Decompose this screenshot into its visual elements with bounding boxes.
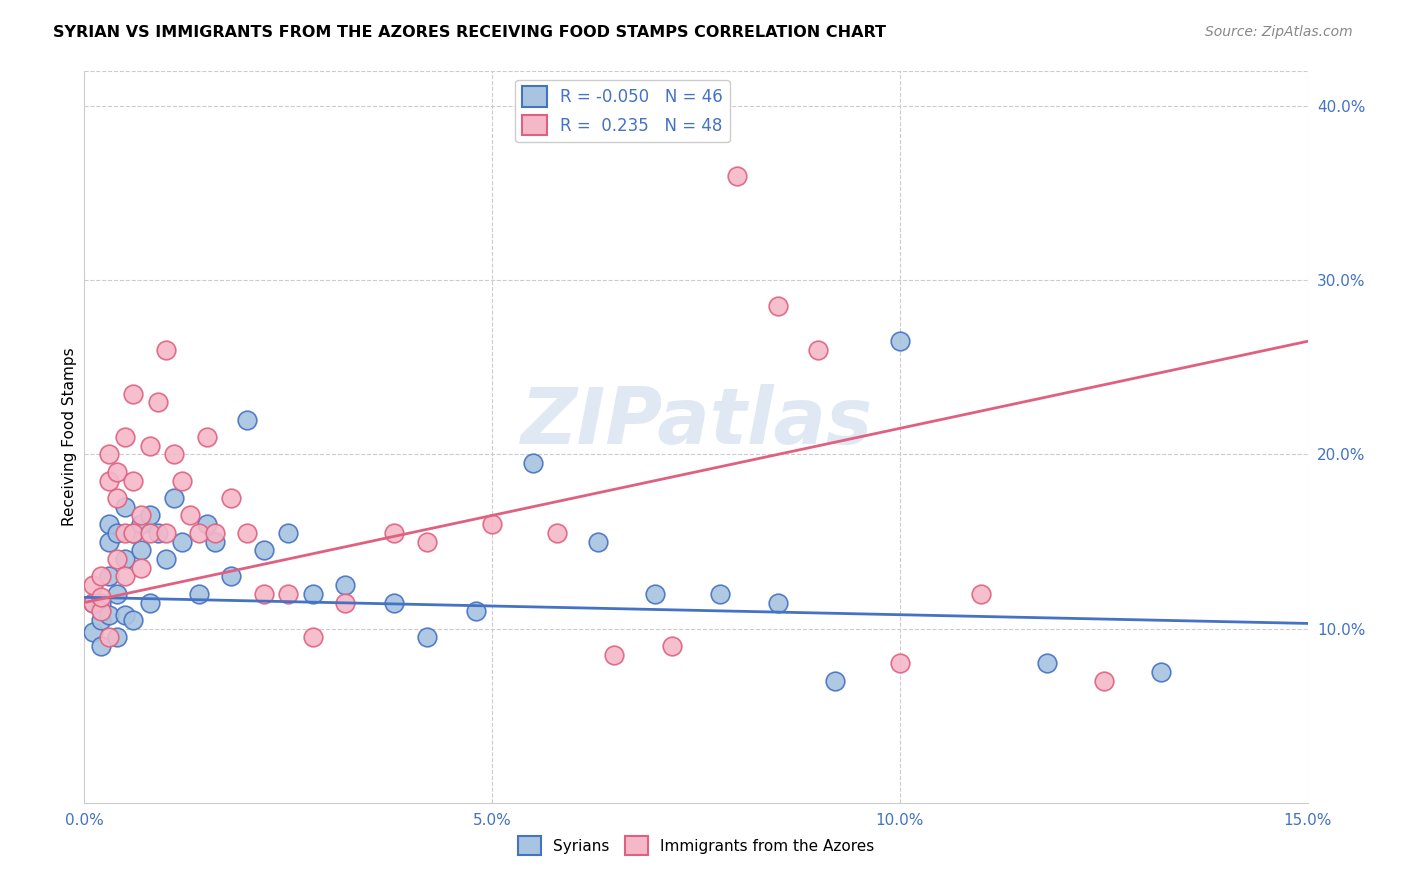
Point [122,474,145,488]
Point [105,631,128,645]
Point [105,587,128,601]
Point [114,569,136,583]
Point [114,500,136,514]
Point [97,448,120,462]
Point [155,525,177,540]
Point [546,525,568,540]
Point [163,491,186,505]
Point [644,587,666,601]
Point [82,595,104,609]
Point [195,517,218,532]
Point [187,587,209,601]
Point [172,474,194,488]
Point [90,613,112,627]
Point [889,334,911,349]
Y-axis label: Receiving Food Stamps: Receiving Food Stamps [62,348,77,526]
Point [146,395,169,409]
Point [122,525,145,540]
Point [105,465,128,479]
Point [725,169,748,183]
Point [114,552,136,566]
Point [709,587,731,601]
Point [277,525,299,540]
Point [155,552,177,566]
Point [481,517,503,532]
Point [131,517,153,532]
Point [253,587,276,601]
Point [131,543,153,558]
Text: ZIPatlas: ZIPatlas [520,384,872,460]
Point [82,625,104,640]
Point [114,430,136,444]
Point [1092,673,1115,688]
Point [416,534,439,549]
Point [522,456,544,470]
Point [114,607,136,622]
Point [889,657,911,671]
Point [335,578,357,592]
Point [90,591,112,605]
Point [138,595,160,609]
Point [219,491,242,505]
Point [131,508,153,523]
Point [122,525,145,540]
Point [1035,657,1057,671]
Point [138,439,160,453]
Point [163,448,186,462]
Point [105,525,128,540]
Point [603,648,626,662]
Point [90,639,112,653]
Point [82,578,104,592]
Point [204,534,226,549]
Point [82,595,104,609]
Point [105,552,128,566]
Point [122,613,145,627]
Point [97,569,120,583]
Point [97,607,120,622]
Point [114,525,136,540]
Point [105,491,128,505]
Point [155,343,177,357]
Point [382,525,405,540]
Point [131,560,153,574]
Point [766,300,789,314]
Point [138,525,160,540]
Point [277,587,299,601]
Point [236,525,259,540]
Point [146,525,169,540]
Point [236,412,259,426]
Point [335,595,357,609]
Point [97,517,120,532]
Point [97,631,120,645]
Point [90,595,112,609]
Point [219,569,242,583]
Point [195,430,218,444]
Point [1150,665,1173,680]
Point [253,543,276,558]
Point [97,474,120,488]
Point [766,595,789,609]
Point [204,525,226,540]
Point [172,534,194,549]
Point [661,639,683,653]
Point [90,604,112,618]
Legend: Syrians, Immigrants from the Azores: Syrians, Immigrants from the Azores [512,830,880,861]
Point [824,673,846,688]
Point [586,534,609,549]
Point [138,508,160,523]
Point [301,587,323,601]
Point [97,534,120,549]
Point [179,508,201,523]
Point [416,631,439,645]
Text: Source: ZipAtlas.com: Source: ZipAtlas.com [1205,25,1353,39]
Point [382,595,405,609]
Point [807,343,830,357]
Text: SYRIAN VS IMMIGRANTS FROM THE AZORES RECEIVING FOOD STAMPS CORRELATION CHART: SYRIAN VS IMMIGRANTS FROM THE AZORES REC… [53,25,886,40]
Point [90,569,112,583]
Point [464,604,486,618]
Point [301,631,323,645]
Point [122,386,145,401]
Point [187,525,209,540]
Point [970,587,993,601]
